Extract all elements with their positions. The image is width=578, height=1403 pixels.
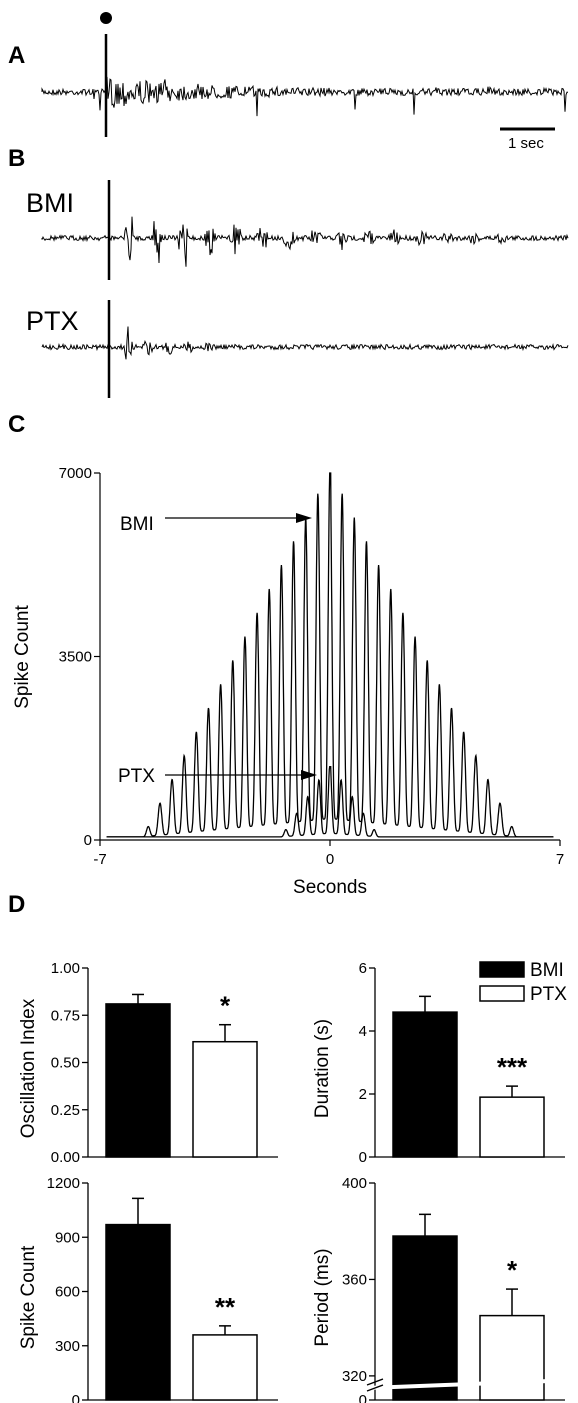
series-line-ptx — [106, 765, 554, 838]
d-ytick-label: 320 — [342, 1368, 367, 1385]
bar-ptx — [479, 1096, 545, 1158]
c-ytick-label: 7000 — [59, 465, 92, 482]
d-ytick-label: 0 — [359, 1149, 367, 1166]
d-ytick-label: 0 — [359, 1392, 367, 1403]
trace-a — [41, 76, 569, 117]
legend-label-ptx: PTX — [530, 984, 567, 1005]
bar-bmi — [392, 1235, 458, 1401]
bar-ptx — [192, 1334, 258, 1401]
d-ytick-label: 1200 — [47, 1175, 80, 1192]
bar-ptx — [192, 1040, 258, 1158]
d-ytick-label: 400 — [342, 1175, 367, 1192]
panel-b: BMI PTX — [26, 180, 569, 398]
subplot-2: 0 2 4 6 Duration (s) *** — [312, 960, 565, 1166]
legend: BMI PTX — [479, 960, 567, 1005]
legend-swatch-bmi — [479, 961, 525, 978]
c-ytick-label: 0 — [84, 832, 92, 849]
d-ytick-label: 360 — [342, 1271, 367, 1288]
d-ytick-label: 0 — [72, 1392, 80, 1403]
c-xtick-label: 7 — [556, 851, 564, 868]
scale-bar-label: 1 sec — [508, 135, 544, 152]
condition-label-ptx: PTX — [26, 306, 79, 336]
c-ytick-label: 3500 — [59, 649, 92, 666]
stimulus-marker — [100, 12, 112, 24]
significance-marker: * — [220, 991, 231, 1021]
trace-ptx — [41, 326, 569, 360]
annotation-ptx: PTX — [118, 766, 155, 787]
trace-bmi — [41, 216, 569, 267]
panel-label-b: B — [8, 145, 25, 172]
d-ytick-label: 0.25 — [51, 1102, 80, 1119]
legend-swatch-ptx — [479, 985, 525, 1002]
c-xtick-label: 0 — [326, 851, 334, 868]
subplot-3: 0 300 600 900 1200 Spike Count ** — [18, 1175, 278, 1403]
panel-label-c: C — [8, 411, 25, 438]
d-y-label: Duration (s) — [312, 1019, 333, 1118]
annotation-arrowhead-bmi — [296, 513, 312, 523]
bar-bmi — [105, 1223, 171, 1401]
c-y-label: Spike Count — [12, 605, 33, 709]
d-y-label: Oscillation Index — [18, 998, 39, 1138]
d-ytick-label: 2 — [359, 1086, 367, 1103]
condition-label-bmi: BMI — [26, 188, 74, 218]
d-ytick-label: 0.00 — [51, 1149, 80, 1166]
d-ytick-label: 300 — [55, 1338, 80, 1355]
axis-break-mark — [366, 1384, 384, 1392]
significance-marker: *** — [497, 1052, 528, 1082]
axis-break-mark — [366, 1378, 384, 1386]
bar-bmi — [392, 1011, 458, 1158]
series-line-bmi — [106, 472, 554, 838]
axis-break — [366, 1378, 576, 1390]
bar-ptx — [479, 1314, 545, 1401]
panel-label-a: A — [8, 42, 25, 69]
panel-label-d: D — [8, 891, 25, 918]
d-ytick-label: 6 — [359, 960, 367, 977]
bar-bmi — [105, 1003, 171, 1158]
d-ytick-label: 1.00 — [51, 960, 80, 977]
subplot-4: 0 320 360 400 Period (ms) * — [312, 1175, 576, 1403]
d-y-label: Spike Count — [18, 1245, 39, 1349]
c-x-label: Seconds — [293, 877, 367, 898]
d-ytick-label: 900 — [55, 1229, 80, 1246]
annotation-bmi: BMI — [120, 514, 154, 535]
c-xtick-label: -7 — [93, 851, 106, 868]
subplot-1: 0.00 0.25 0.50 0.75 1.00 Oscillation Index * — [18, 960, 278, 1166]
legend-label-bmi: BMI — [530, 960, 564, 981]
d-ytick-label: 0.75 — [51, 1007, 80, 1024]
d-ytick-label: 4 — [359, 1023, 367, 1040]
significance-marker: * — [507, 1255, 518, 1285]
panel-a: 1 sec — [41, 12, 569, 152]
annotation-arrowhead-ptx — [301, 770, 317, 780]
panel-d-bars: 0.00 0.25 0.50 0.75 1.00 Oscillation Index * 0 2… — [18, 960, 576, 1403]
d-ytick-label: 600 — [55, 1284, 80, 1301]
d-y-label: Period (ms) — [312, 1248, 333, 1346]
significance-marker: ** — [215, 1292, 236, 1322]
d-ytick-label: 0.50 — [51, 1055, 80, 1072]
